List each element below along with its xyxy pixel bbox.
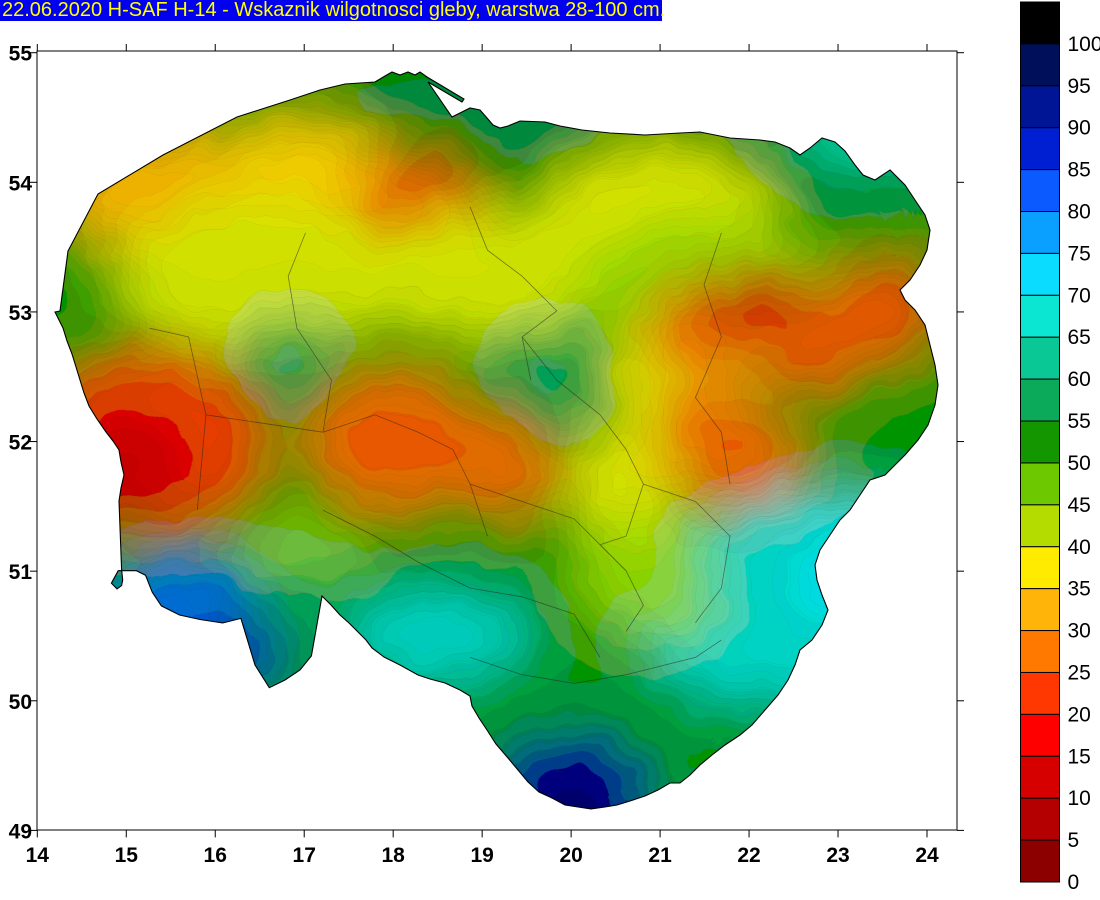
svg-text:70: 70	[1068, 284, 1091, 307]
svg-text:20: 20	[1068, 703, 1091, 726]
svg-text:85: 85	[1068, 159, 1091, 182]
svg-text:30: 30	[1068, 620, 1091, 643]
svg-text:5: 5	[1068, 829, 1080, 852]
svg-text:25: 25	[1068, 661, 1091, 684]
svg-text:75: 75	[1068, 242, 1091, 265]
svg-text:90: 90	[1068, 117, 1091, 140]
svg-text:60: 60	[1068, 368, 1091, 391]
svg-text:10: 10	[1068, 787, 1091, 810]
svg-text:65: 65	[1068, 326, 1091, 349]
svg-text:40: 40	[1068, 536, 1091, 559]
svg-text:50: 50	[1068, 452, 1091, 475]
svg-text:15: 15	[1068, 745, 1091, 768]
svg-text:80: 80	[1068, 201, 1091, 224]
svg-text:45: 45	[1068, 494, 1091, 517]
svg-text:35: 35	[1068, 578, 1091, 601]
svg-text:95: 95	[1068, 75, 1091, 98]
svg-text:0: 0	[1068, 871, 1080, 894]
svg-text:100: 100	[1068, 33, 1100, 56]
svg-text:55: 55	[1068, 410, 1091, 433]
